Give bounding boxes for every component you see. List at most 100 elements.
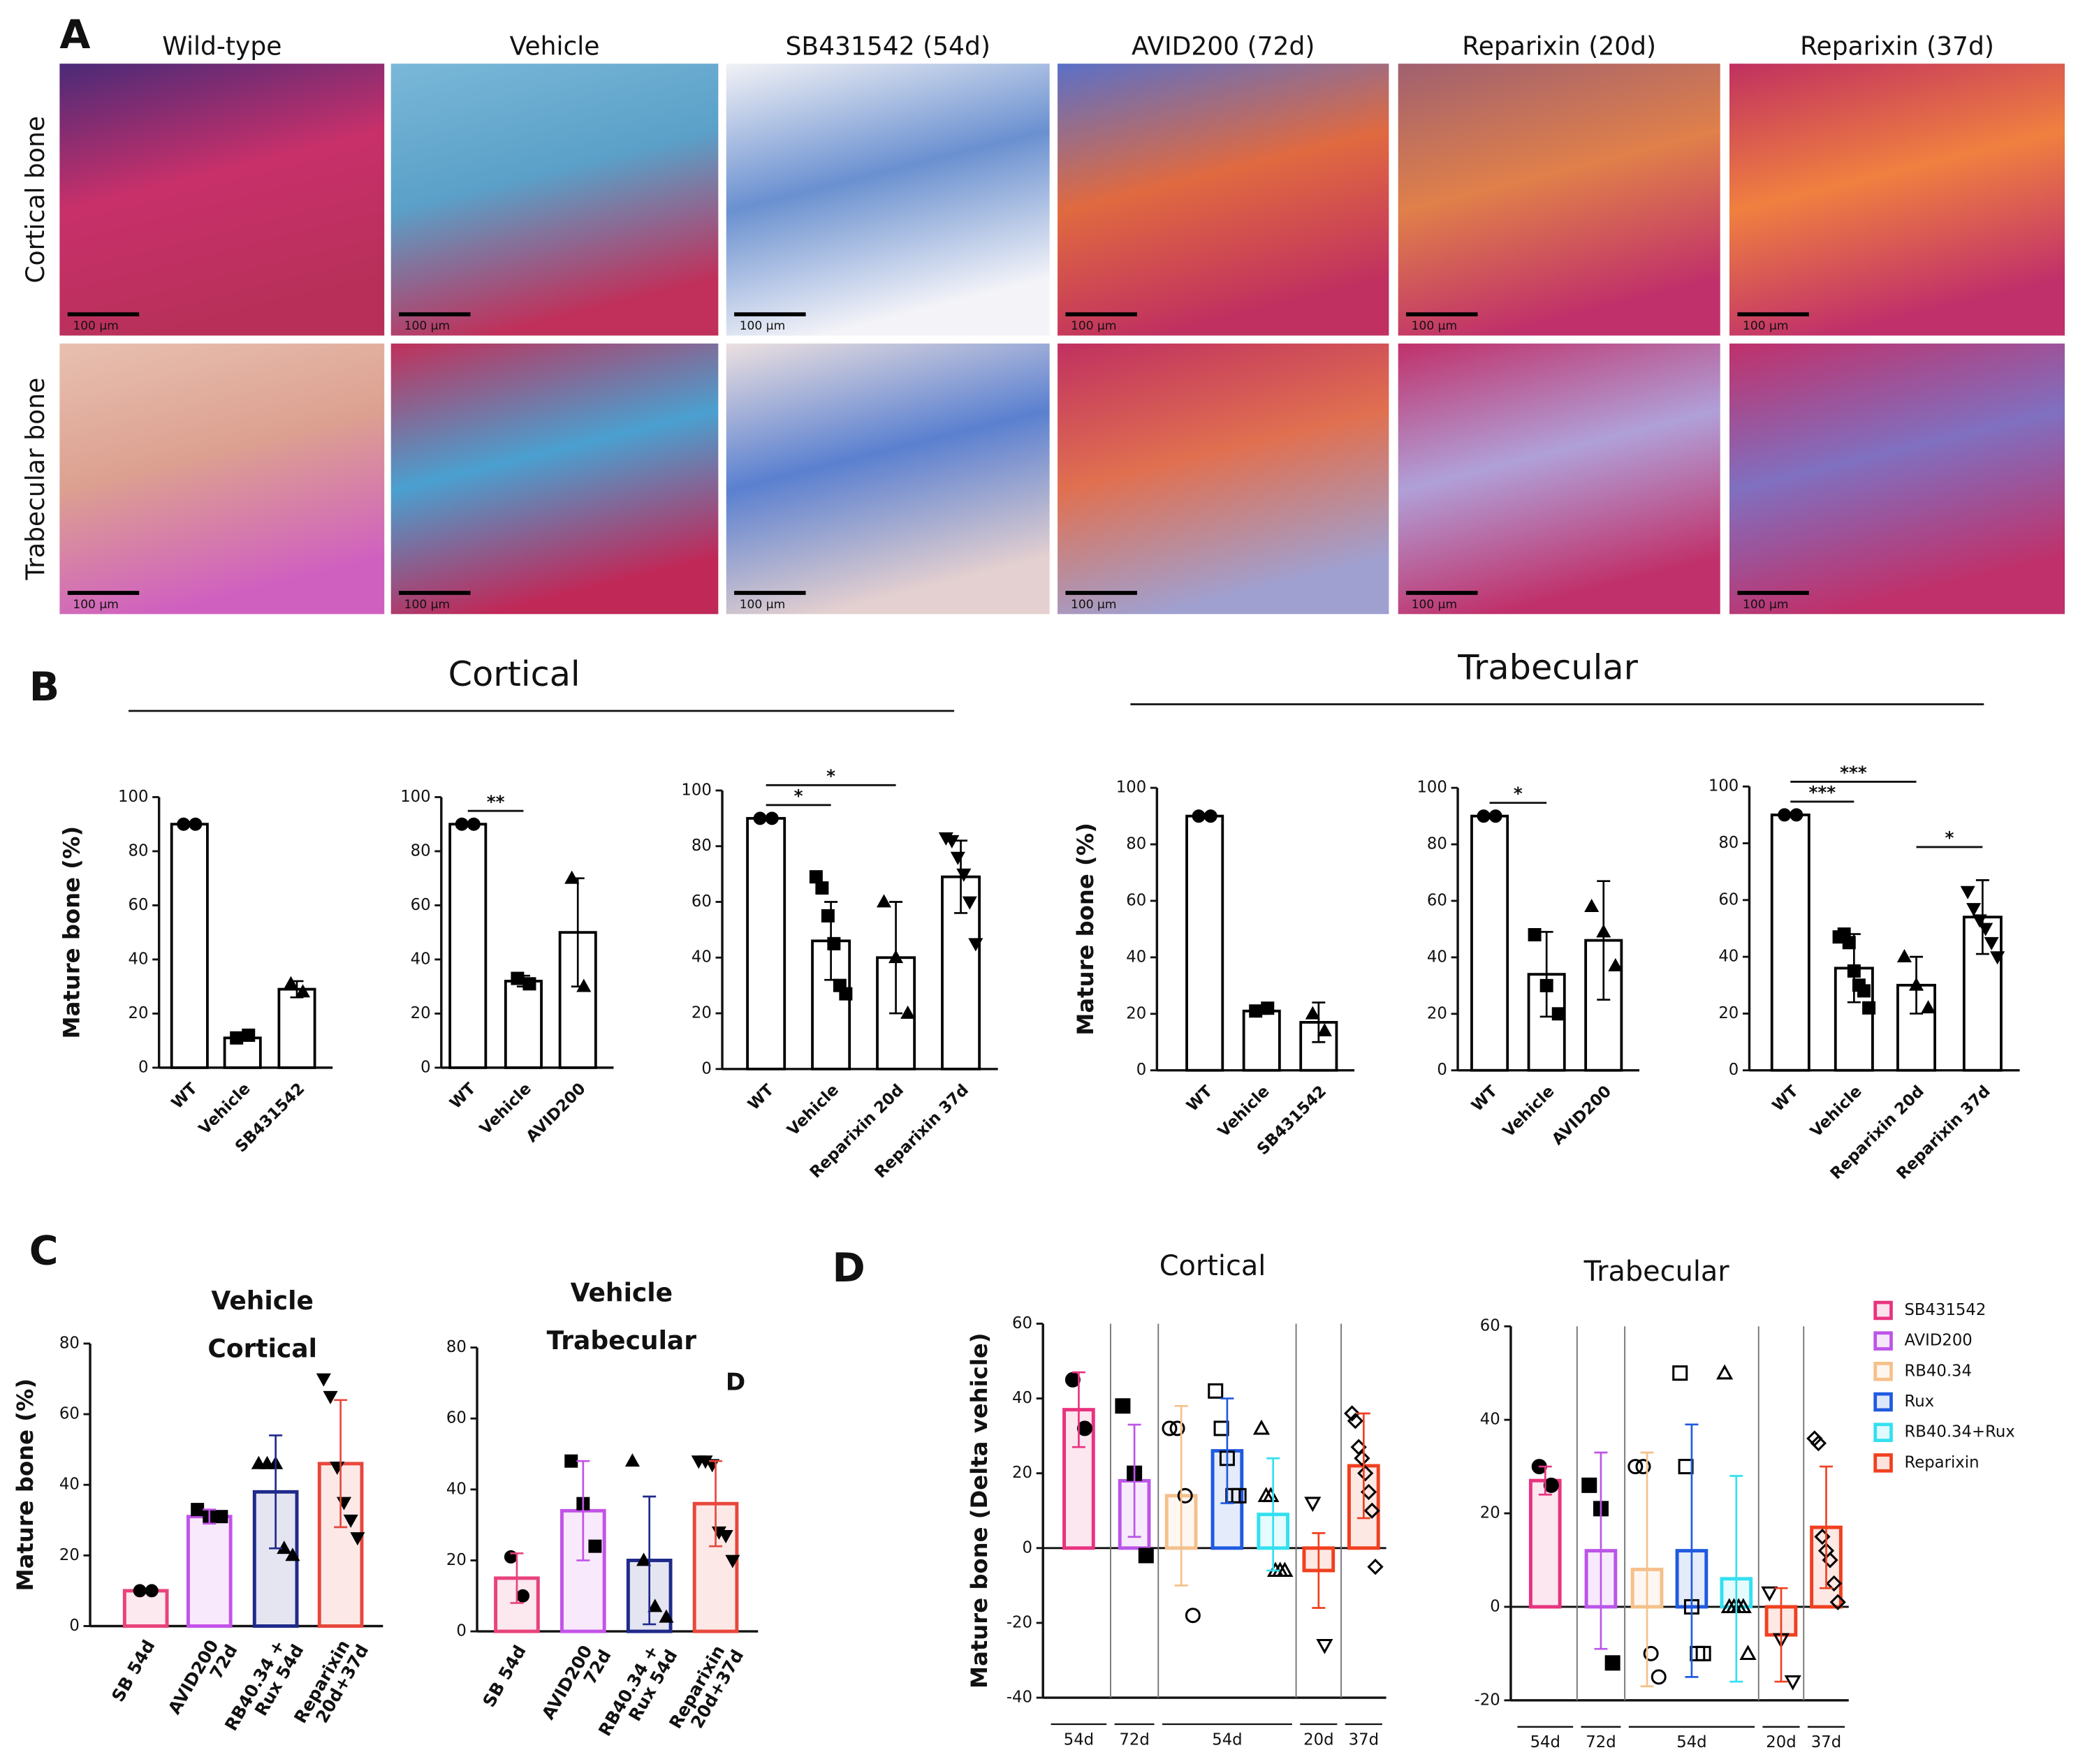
data-point <box>1208 1383 1224 1399</box>
data-point <box>1169 1420 1185 1436</box>
y-tick-label: 60 <box>59 1405 80 1423</box>
data-point <box>1213 1420 1229 1436</box>
data-point <box>1829 1594 1846 1610</box>
legend-label: RB40.34 <box>1904 1362 1972 1380</box>
scale-bar-label: 100 μm <box>1071 598 1116 612</box>
row-label: Trabecular bone <box>21 378 50 581</box>
data-point <box>1477 809 1491 823</box>
y-tick-label: 60 <box>446 1409 467 1427</box>
y-tick-label: 0 <box>1023 1538 1032 1557</box>
y-tick-label: 80 <box>59 1334 80 1352</box>
bar <box>504 980 543 1069</box>
micrograph <box>59 343 385 615</box>
x-tick-label: 37d <box>1349 1730 1379 1749</box>
data-point <box>189 817 203 831</box>
data-point <box>316 1373 331 1387</box>
section-header: Trabecular <box>1457 647 1638 688</box>
data-point <box>251 1455 266 1469</box>
data-point <box>1672 1365 1688 1381</box>
legend-label: Rux <box>1904 1392 1934 1411</box>
legend-swatch <box>1873 1423 1893 1442</box>
significance-label: * <box>1945 828 1954 848</box>
x-tick-label: WT <box>1468 1082 1501 1115</box>
y-tick-label: -40 <box>1007 1689 1032 1707</box>
data-point <box>516 1589 529 1603</box>
x-tick-label: AVID200 <box>523 1080 590 1146</box>
x-tick-label: WT <box>745 1080 777 1113</box>
micrograph <box>726 343 1050 615</box>
legend-swatch <box>1873 1362 1893 1381</box>
x-tick-label: WT <box>1769 1082 1802 1115</box>
data-point <box>1177 1487 1193 1504</box>
data-point <box>876 894 892 908</box>
data-point <box>1317 1022 1332 1036</box>
x-tick-label: SB 54d <box>108 1636 159 1705</box>
data-point <box>624 1453 640 1467</box>
data-point <box>343 1514 358 1528</box>
y-tick-label: 40 <box>411 950 431 968</box>
bar <box>1896 983 1936 1072</box>
x-tick-label: Vehicle <box>1500 1082 1558 1141</box>
data-point <box>1249 1004 1263 1018</box>
column-title: Reparixin (37d) <box>1800 31 1994 61</box>
data-point <box>1584 898 1600 912</box>
chart-title: Trabecular <box>1583 1256 1730 1288</box>
data-point <box>1347 1413 1364 1429</box>
data-point <box>455 817 469 831</box>
y-tick-label: 80 <box>129 841 149 860</box>
chart-title: Cortical <box>207 1334 317 1363</box>
data-point <box>1862 1001 1876 1015</box>
x-tick-label-group: SB 54d <box>108 1636 159 1705</box>
micrograph <box>390 343 719 615</box>
data-point <box>1739 1645 1757 1661</box>
data-point <box>1231 1487 1247 1504</box>
scale-bar-label: 100 μm <box>404 319 450 333</box>
chart-title: Vehicle <box>211 1286 314 1316</box>
column-title: Wild-type <box>162 31 281 61</box>
data-point <box>564 1454 578 1468</box>
y-tick-label: 40 <box>692 948 712 966</box>
y-tick-label: 40 <box>1718 948 1739 966</box>
data-point <box>1966 903 1982 917</box>
y-tick-label: 0 <box>138 1058 148 1076</box>
x-tick-label: 54d <box>1064 1730 1094 1749</box>
x-tick-label: WT <box>1183 1082 1216 1115</box>
y-axis-label: Mature bone (%) <box>12 1379 38 1592</box>
legend-swatch <box>1873 1392 1893 1412</box>
y-tick-label: 100 <box>1709 777 1739 795</box>
data-point <box>1262 1487 1280 1502</box>
y-axis-label: Mature bone (%) <box>58 826 85 1039</box>
data-point <box>1305 1006 1320 1020</box>
legend-label: SB431542 <box>1904 1301 1986 1319</box>
significance-label: * <box>1514 784 1523 804</box>
x-tick-label: 54d <box>1212 1730 1242 1749</box>
data-point <box>962 896 977 910</box>
data-point <box>1138 1548 1154 1564</box>
scale-bar-label: 100 μm <box>740 598 785 612</box>
bar <box>186 1515 233 1628</box>
data-point <box>1984 936 1999 950</box>
y-tick-label: 0 <box>701 1059 711 1078</box>
y-tick-label: 80 <box>1126 835 1146 853</box>
data-point <box>177 817 191 831</box>
data-point <box>1528 928 1542 942</box>
x-tick-label: 72d <box>1119 1730 1149 1749</box>
data-point <box>1990 951 2005 965</box>
significance-label: ** <box>487 792 505 812</box>
scale-bar-label: 100 μm <box>1412 598 1457 612</box>
data-point <box>1826 1575 1843 1592</box>
data-point <box>1896 949 1912 963</box>
y-tick-label: 0 <box>1729 1061 1739 1079</box>
y-tick-label: 20 <box>59 1546 80 1564</box>
legend-label: RB40.34+Rux <box>1904 1423 2014 1441</box>
data-point <box>647 1598 663 1612</box>
data-point <box>1857 984 1871 998</box>
y-tick-label: 0 <box>456 1622 466 1640</box>
micrograph <box>1729 64 2065 336</box>
data-point <box>1488 809 1502 823</box>
legend-swatch <box>1873 1453 1893 1473</box>
scale-bar-label: 100 μm <box>1743 319 1788 333</box>
y-tick-label: 20 <box>1126 1004 1146 1022</box>
y-tick-label: 100 <box>681 781 711 799</box>
